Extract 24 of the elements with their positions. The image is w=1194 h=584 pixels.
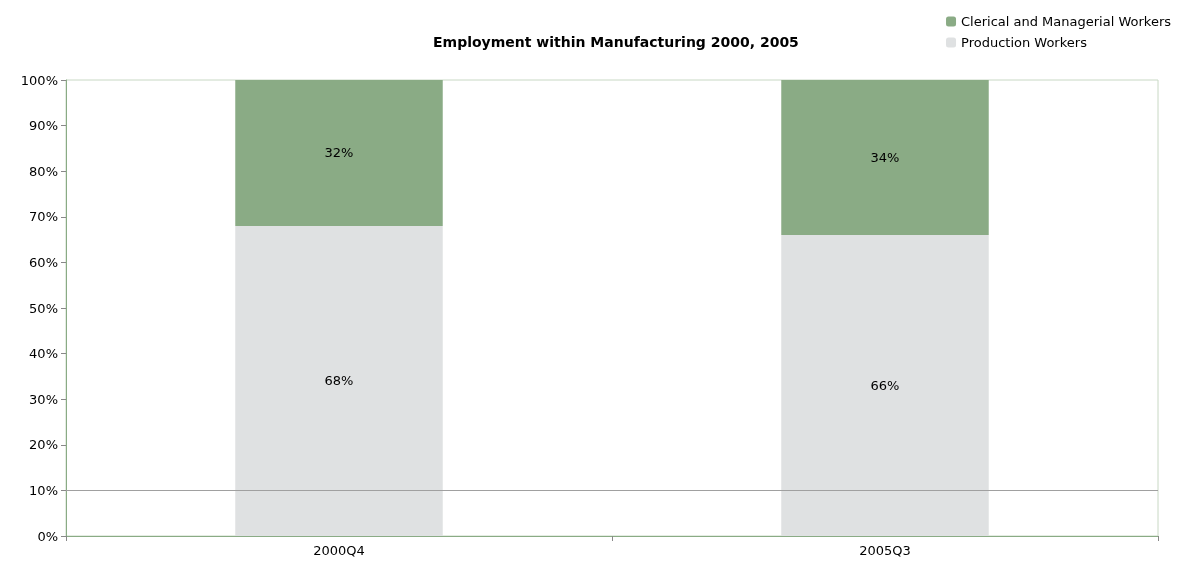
x-tick-label: 2005Q3 [859, 543, 911, 558]
y-tick-label: 100% [20, 72, 58, 88]
data-label: 66% [870, 378, 900, 394]
y-tick-label: 90% [29, 118, 58, 134]
data-label: 32% [324, 145, 354, 161]
y-tick-label: 50% [29, 300, 58, 316]
chart-title: Employment within Manufacturing 2000, 2005 [433, 34, 799, 50]
data-label: 34% [870, 150, 900, 166]
y-tick-label: 20% [29, 437, 58, 453]
bar [235, 225, 443, 536]
legend-label: Clerical and Managerial Workers [961, 14, 1172, 29]
y-tick-label: 0% [37, 528, 58, 544]
y-tick-label: 40% [29, 346, 58, 362]
bar [781, 235, 989, 536]
bar [235, 80, 443, 226]
data-label: 68% [324, 373, 354, 389]
y-tick-label: 10% [29, 482, 58, 498]
y-tick-label: 70% [29, 209, 58, 225]
y-tick-label: 60% [29, 254, 58, 270]
y-tick-label: 80% [29, 163, 58, 179]
x-tick-label: 2000Q4 [313, 543, 365, 558]
legend-label: Production Workers [961, 35, 1088, 50]
y-tick-label: 30% [29, 391, 58, 407]
bar [781, 80, 989, 236]
